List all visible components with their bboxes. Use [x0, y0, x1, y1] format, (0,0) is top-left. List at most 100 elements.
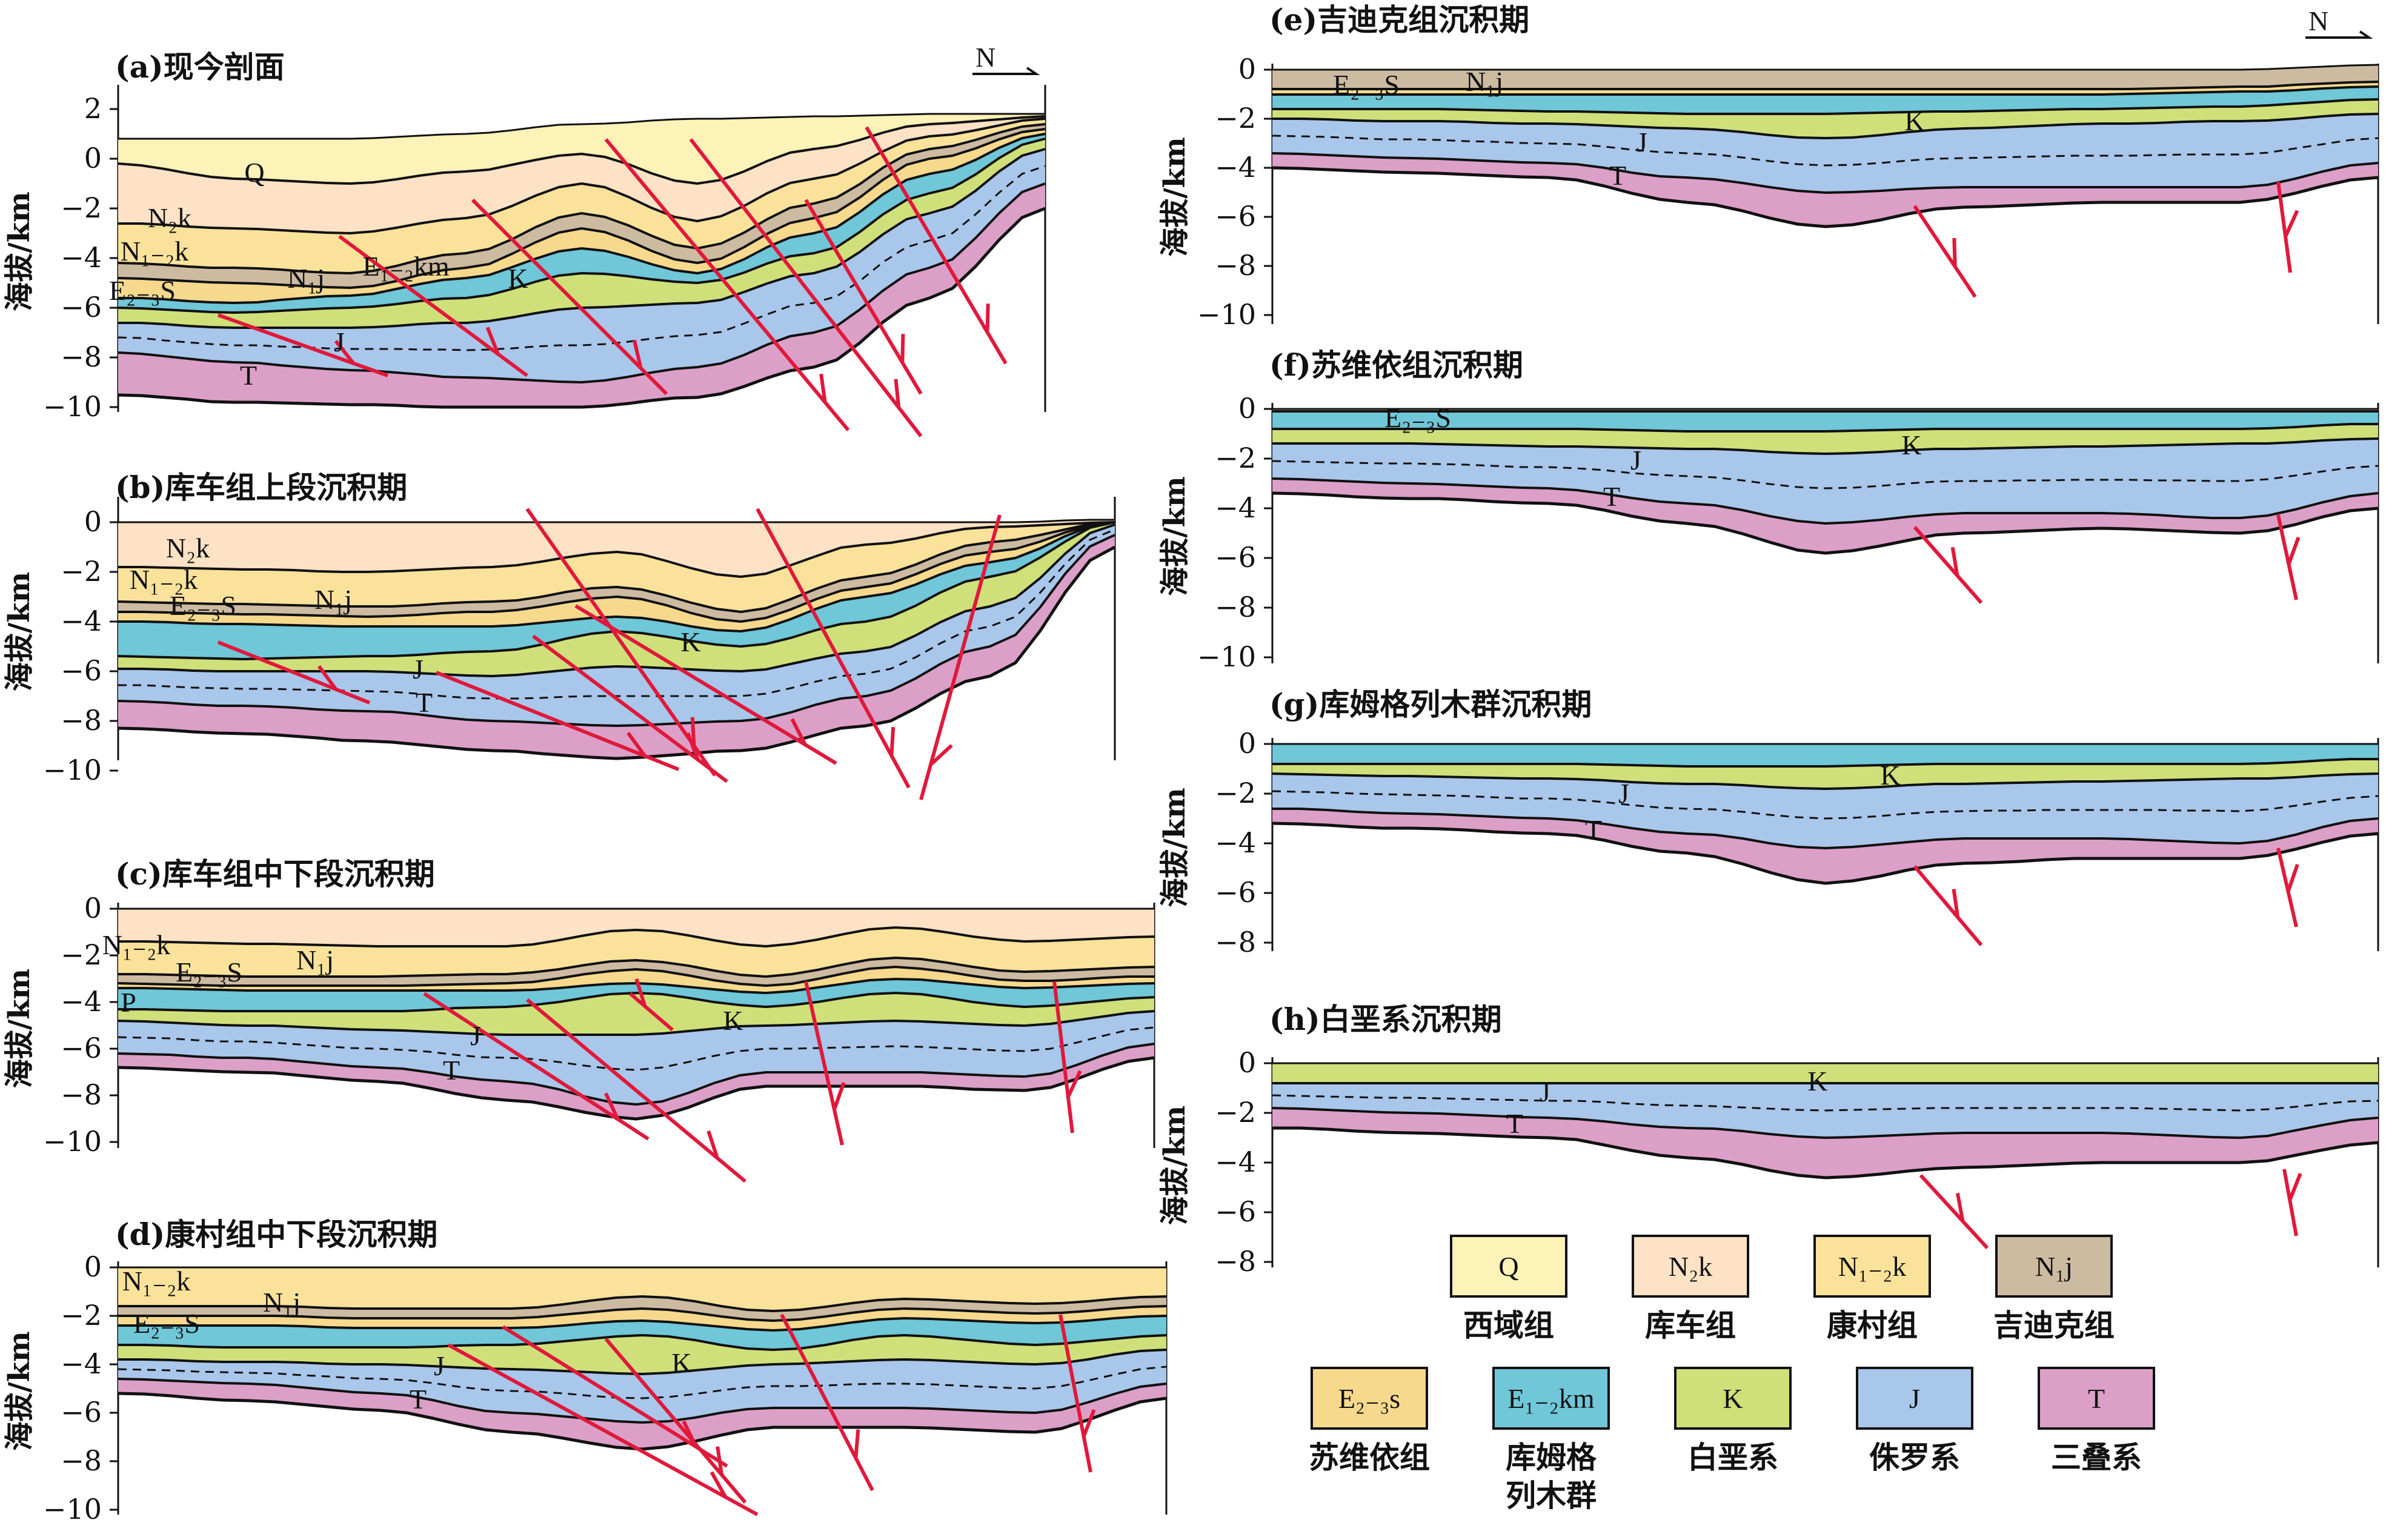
panel-b: 0 −2 −4 −6 −8 −10 海拔/km (b)库车组上段沉积期 N₂kN₁₋₂kE₂₋₃…	[2, 470, 1116, 800]
stratum-E12km	[1272, 744, 2378, 766]
y-tick-label: −2	[61, 555, 102, 588]
legend-symbol: T	[2088, 1383, 2105, 1414]
stratum-E12km	[118, 979, 1154, 1011]
stratum-T	[118, 184, 1045, 407]
legend-name: 侏罗系	[1869, 1439, 1960, 1475]
formation-label: N₁₋₂k	[122, 1266, 191, 1296]
y-axis-label: 海拔/km	[1158, 137, 1192, 257]
fault-1	[604, 138, 850, 431]
y-tick-label: −4	[61, 985, 102, 1018]
legend-name: 列木群	[1506, 1478, 1597, 1513]
y-tick-label: −8	[1215, 249, 1256, 282]
fault-3	[804, 981, 844, 1146]
boundary-E12km	[118, 133, 1046, 305]
intra-jurassic-dashed	[1272, 1094, 2379, 1112]
stratum-T	[1272, 479, 2378, 553]
fault-2-arrow	[706, 1130, 719, 1159]
boundary-N12k	[118, 118, 1046, 235]
y-tick-label: −2	[61, 938, 102, 971]
stratum-K	[1272, 1063, 2378, 1083]
intra-jurassic-dashed	[1272, 460, 2379, 490]
y-tick-label: 0	[1238, 727, 1256, 760]
stratum-J	[118, 149, 1045, 382]
stratum-N12k	[118, 522, 1115, 612]
fault-3-arrow	[929, 744, 953, 766]
fault-1	[1919, 1173, 1989, 1250]
formation-label: N₁₋₂k	[130, 564, 198, 595]
boundary-T	[1272, 808, 2379, 850]
boundary-E23s	[1272, 81, 2379, 90]
stratum-E23s	[118, 522, 1115, 631]
intra-jurassic-dashed	[118, 1366, 1167, 1399]
y-tick-label: −2	[1215, 442, 1256, 474]
y-tick-label: −4	[61, 241, 102, 274]
panel-title: (h)白垩系沉积期	[1269, 1001, 1502, 1037]
legend-symbol: E₁₋₂km	[1507, 1383, 1594, 1414]
stratum-J	[1272, 774, 2378, 848]
legend-swatch	[1995, 1235, 2113, 1298]
boundary-K	[1272, 423, 2378, 433]
legend-symbol: N₁j	[2035, 1251, 2073, 1282]
stratum-J	[118, 1011, 1154, 1104]
fault-6	[435, 671, 680, 771]
boundary-K	[1272, 758, 2378, 768]
boundary-T	[1272, 152, 2379, 194]
stratum-N12k	[118, 928, 1154, 977]
basement-boundary	[1272, 166, 2379, 228]
stratum-E12km	[1272, 411, 2378, 431]
boundary-N2k	[118, 519, 1115, 523]
formation-label: J	[1637, 127, 1647, 158]
fault-5	[471, 198, 668, 396]
boundary-E23s	[118, 521, 1115, 623]
stratum-N1j	[118, 124, 1045, 288]
formation-label: N₁j	[314, 584, 352, 615]
fault-3-arrow	[716, 1446, 724, 1475]
basement-boundary	[1272, 491, 2379, 555]
formation-label: P	[121, 987, 136, 1018]
fault-2	[2282, 1169, 2298, 1236]
y-tick-label: −8	[1215, 1245, 1256, 1278]
legend-swatch	[1674, 1367, 1792, 1430]
formation-label: J	[434, 1350, 445, 1381]
legend-name: 库姆格	[1506, 1439, 1597, 1475]
boundary-E23s	[118, 128, 1046, 290]
intra-jurassic-dashed	[118, 528, 1115, 700]
fault-1	[1913, 865, 1983, 946]
boundary-N1j	[118, 956, 1155, 978]
boundary-Q	[118, 113, 1045, 140]
legend-name: 库车组	[1645, 1307, 1736, 1343]
panel-title: (a)现今剖面	[115, 49, 285, 85]
y-tick-label: 0	[1238, 53, 1256, 85]
y-tick-label: −6	[1215, 200, 1256, 233]
boundary-T	[118, 182, 1046, 384]
formation-label: J	[1630, 445, 1641, 476]
y-axis-label: 海拔/km	[1158, 788, 1192, 908]
fault-4	[780, 1313, 874, 1492]
fault-1	[447, 1343, 759, 1516]
boundary-N1j	[118, 123, 1046, 275]
formation-label: E₂₋₃S	[1333, 69, 1400, 100]
y-tick-label: −6	[61, 1032, 102, 1064]
y-tick-label: −6	[61, 291, 102, 324]
legend-swatch	[1492, 1367, 1610, 1430]
legend-symbol: N₁₋₂k	[1838, 1251, 1907, 1282]
y-tick-label: −10	[43, 1125, 102, 1158]
y-tick-label: −8	[1215, 591, 1256, 623]
boundary-K	[1272, 98, 2379, 115]
fault-2	[502, 1325, 728, 1468]
intra-jurassic-dashed	[118, 165, 1046, 351]
stratum-E23s	[1272, 82, 2378, 95]
formation-label: J	[334, 327, 345, 357]
y-axis-label: 海拔/km	[2, 191, 36, 311]
fault-2	[2276, 181, 2292, 273]
formation-label: K	[1880, 760, 1900, 791]
y-tick-label: −6	[1215, 876, 1256, 909]
formation-label: K	[1904, 105, 1924, 136]
y-tick-label: −4	[61, 1347, 102, 1380]
y-tick-label: −8	[1215, 926, 1256, 958]
fault-5	[629, 992, 674, 1032]
formation-label: E₁₋₂km	[362, 251, 449, 282]
y-tick-label: −8	[61, 1444, 102, 1477]
